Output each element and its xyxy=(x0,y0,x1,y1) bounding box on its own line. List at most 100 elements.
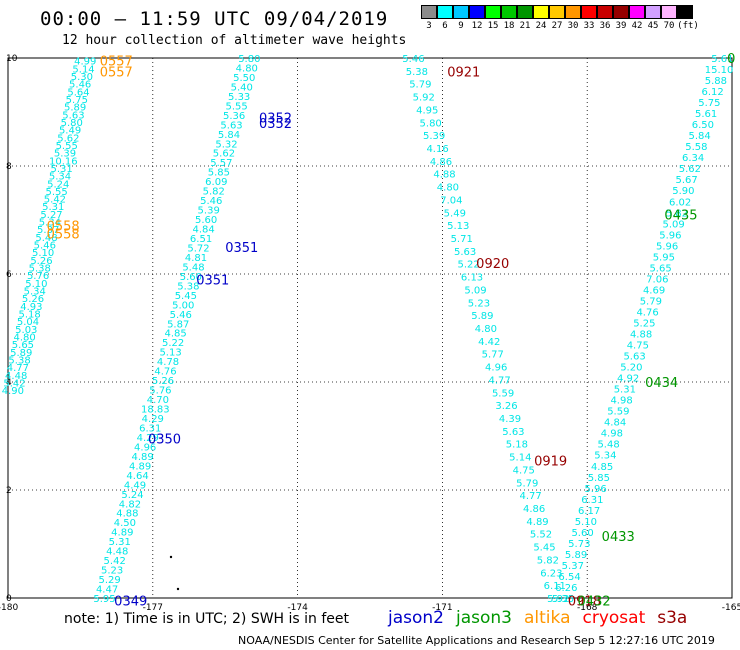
color-scale-cell xyxy=(517,5,533,19)
wave-height-value: 5.85 xyxy=(588,473,610,484)
color-scale-label: 12 xyxy=(471,21,483,31)
color-scale-cell xyxy=(453,5,469,19)
x-tick-label: -165 xyxy=(722,603,740,613)
pass-time-label: 0350 xyxy=(148,433,181,448)
pass-time-label: 0558 xyxy=(47,219,80,234)
wave-height-value: 6.23 xyxy=(540,568,562,579)
wave-height-value: 5.25 xyxy=(633,318,655,329)
legend-entry: jason3 xyxy=(456,608,512,628)
color-scale-label: 36 xyxy=(599,21,611,31)
wave-height-value: 5.13 xyxy=(447,221,469,232)
wave-height-value: 4.75 xyxy=(513,465,535,476)
wave-height-value: 7.06 xyxy=(646,274,668,285)
wave-height-value: 5.24 xyxy=(47,179,69,190)
wave-height-value: 5.60 xyxy=(180,272,202,283)
wave-height-value: 5.96 xyxy=(659,230,681,241)
wave-height-value: 5.84 xyxy=(688,131,710,142)
wave-height-value: 6.50 xyxy=(692,120,714,131)
wave-height-value: 5.82 xyxy=(203,187,225,198)
wave-height-value: 5.13 xyxy=(159,348,181,359)
wave-height-value: 4.98 xyxy=(601,429,623,440)
wave-height-value: 5.46 xyxy=(170,310,192,321)
wave-height-value: 5.38 xyxy=(406,67,428,78)
wave-height-value: 5.63 xyxy=(623,352,645,363)
pass-time-label: 0434 xyxy=(645,376,678,391)
color-scale-label: 42 xyxy=(631,21,643,31)
wave-height-value: 6.51 xyxy=(190,234,212,245)
wave-height-value: 5.31 xyxy=(614,385,636,396)
wave-height-value: 5.23 xyxy=(101,566,123,577)
wave-height-value: 4.80 xyxy=(13,332,35,343)
color-scale-label: 45 xyxy=(647,21,659,31)
wave-height-value: 5.60 xyxy=(195,215,217,226)
wave-height-value: 5.71 xyxy=(451,234,473,245)
wave-height-value: 5.10 xyxy=(25,279,47,290)
wave-height-value: 5.46 xyxy=(200,196,222,207)
color-scale-cell xyxy=(533,5,549,19)
color-scale-cell xyxy=(469,5,485,19)
wave-height-value: 4.89 xyxy=(132,452,154,463)
wave-height-value: 5.52 xyxy=(530,530,552,541)
wave-height-value: 3.26 xyxy=(495,401,517,412)
wave-height-value: 5.14 xyxy=(509,453,531,464)
wave-height-value: 5.61 xyxy=(711,54,733,65)
legend-entry: cryosat xyxy=(582,608,646,628)
wave-height-value: 5.26 xyxy=(22,294,44,305)
wave-height-value: 5.46 xyxy=(69,80,91,91)
wave-height-value: 4.86 xyxy=(430,157,452,168)
wave-height-value: 5.42 xyxy=(104,556,126,567)
wave-height-value: 5.34 xyxy=(49,172,71,183)
wave-height-value: 4.95 xyxy=(416,105,438,116)
color-scale-label: 18 xyxy=(503,21,515,31)
wave-height-value: 4.88 xyxy=(116,509,138,520)
wave-height-value: 5.31 xyxy=(109,537,131,548)
wave-height-value: 5.79 xyxy=(409,80,431,91)
wave-height-value: 5.80 xyxy=(238,54,260,65)
wave-height-value: 6.17 xyxy=(578,506,600,517)
y-tick-label: 10 xyxy=(6,54,18,64)
color-scale-cell xyxy=(501,5,517,19)
color-scale-cell xyxy=(581,5,597,19)
wave-height-value: 18.83 xyxy=(141,405,170,416)
color-scale-cell xyxy=(485,5,501,19)
timestamp: Sep 5 12:27:16 UTC 2019 xyxy=(574,634,715,647)
wave-height-value: 6.13 xyxy=(461,273,483,284)
pass-time-label: 0919 xyxy=(534,454,567,469)
wave-height-value: 5.95 xyxy=(653,252,675,263)
wave-height-value: 6.11 xyxy=(544,581,566,592)
wave-height-value: 5.09 xyxy=(662,219,684,230)
wave-height-value: 5.77 xyxy=(482,350,504,361)
page-subtitle: 12 hour collection of altimeter wave hei… xyxy=(62,33,407,48)
wave-height-value: 5.63 xyxy=(220,120,242,131)
wave-height-value: 4.80 xyxy=(236,63,258,74)
wave-height-value: 4.48 xyxy=(106,547,128,558)
wave-height-value: 4.85 xyxy=(165,329,187,340)
wave-height-value: 5.82 xyxy=(666,208,688,219)
wave-height-value: 4.39 xyxy=(499,414,521,425)
wave-height-value: 5.42 xyxy=(3,378,25,389)
color-scale-cell xyxy=(629,5,645,19)
wave-height-value: 4.90 xyxy=(2,386,24,397)
wave-height-value: 5.46 xyxy=(34,241,56,252)
wave-height-value: 5.55 xyxy=(45,187,67,198)
wave-height-value: 5.39 xyxy=(423,131,445,142)
pass-time-label: 0351 xyxy=(196,273,229,288)
y-tick-label: 0 xyxy=(6,594,12,604)
wave-height-value: 5.09 xyxy=(464,285,486,296)
color-scale-cell xyxy=(677,5,693,19)
wave-height-value: 5.96 xyxy=(656,241,678,252)
color-scale-cell xyxy=(421,5,437,19)
wave-height-value: 5.33 xyxy=(228,92,250,103)
wave-height-value: 4.96 xyxy=(134,442,156,453)
wave-height-value: 5.62 xyxy=(213,149,235,160)
wave-height-value: 5.55 xyxy=(225,101,247,112)
wave-height-value: 5.31 xyxy=(42,202,64,213)
color-scale-label: 70 xyxy=(663,21,675,31)
wave-height-value: 5.10 xyxy=(32,248,54,259)
pass-time-label: 0352 xyxy=(259,117,292,132)
wave-height-value: 5.32 xyxy=(215,139,237,150)
wave-height-value: 5.89 xyxy=(565,550,587,561)
wave-height-value: 5.88 xyxy=(705,76,727,87)
footer-note: note: 1) Time is in UTC; 2) SWH is in fe… xyxy=(64,611,350,627)
wave-height-value: 7.04 xyxy=(440,195,462,206)
